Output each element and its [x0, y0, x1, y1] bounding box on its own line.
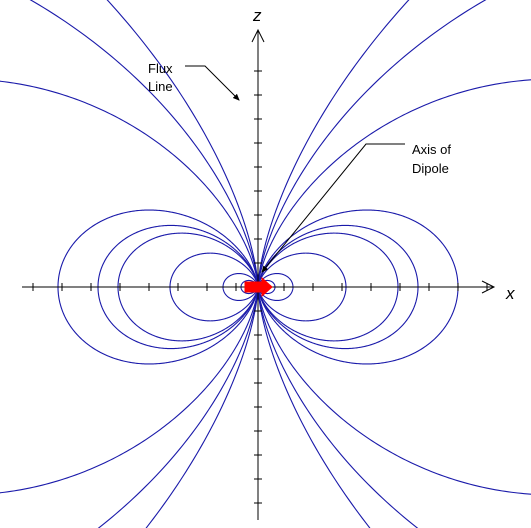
dipole-axis-annotation: Axis of Dipole: [261, 142, 451, 273]
z-axis-ticks: [254, 70, 262, 504]
dipole-arrow-shape: [244, 276, 273, 298]
flux-leader-arrow: [185, 65, 240, 101]
z-axis-arrowhead: [251, 28, 265, 43]
dipole-label-line2: Dipole: [412, 161, 449, 176]
flux-label-line1: Flux: [148, 61, 173, 76]
flux-line-annotation: Flux Line: [148, 61, 240, 101]
x-axis-label: x: [505, 284, 515, 303]
dipole-leader-arrow: [261, 143, 405, 273]
x-axis-arrowhead: [481, 280, 496, 294]
z-axis-label: z: [252, 6, 262, 25]
dipole-arrow: [244, 276, 273, 298]
dipole-label-line1: Axis of: [412, 142, 451, 157]
z-axis: [251, 28, 265, 520]
flux-label-line2: Line: [148, 79, 173, 94]
x-axis-ticks: [32, 283, 488, 291]
